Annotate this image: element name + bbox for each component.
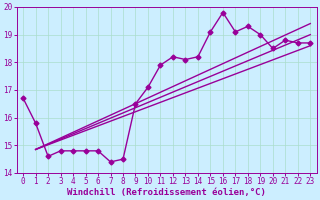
X-axis label: Windchill (Refroidissement éolien,°C): Windchill (Refroidissement éolien,°C) [67, 188, 266, 197]
